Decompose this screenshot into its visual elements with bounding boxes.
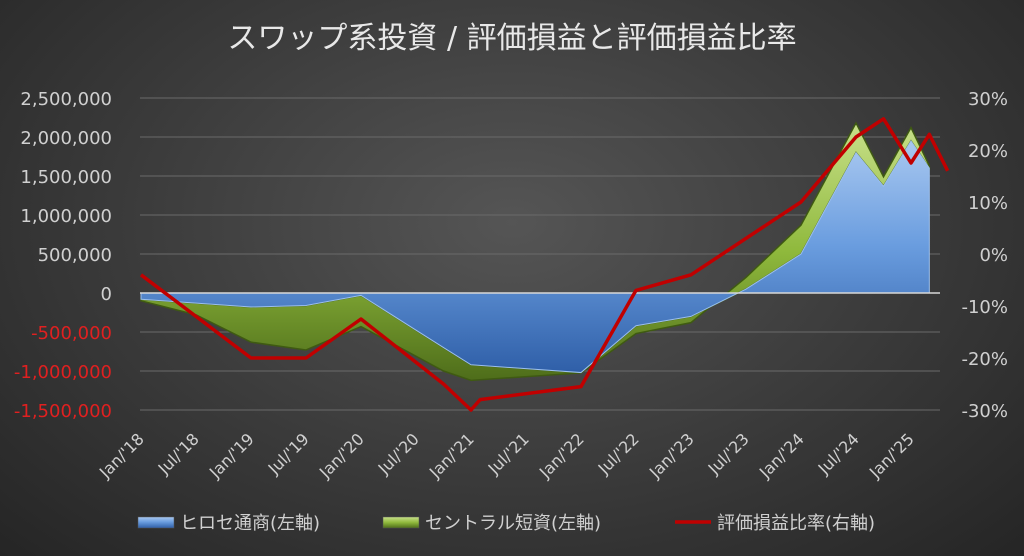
legend: ヒロセ通商(左軸) セントラル短資(左軸) 評価損益比率(右軸) bbox=[137, 513, 875, 534]
x-axis-ticks: Jan/'18 Jul/'18 Jan/'19 Jul/'19 Jan/'20 Jul/'… bbox=[95, 429, 918, 482]
y-right-tick-label: 30% bbox=[968, 89, 1008, 110]
legend-ratio-label: 評価損益比率(右軸) bbox=[717, 513, 875, 534]
line-layer bbox=[139, 117, 950, 412]
x-tick-label: Jan/'22 bbox=[535, 429, 588, 482]
y-right-tick-label: -30% bbox=[961, 401, 1008, 422]
y-right-tick-label: -10% bbox=[961, 297, 1008, 318]
x-tick-label: Jul/'22 bbox=[594, 429, 643, 478]
legend-central-tanshi-swatch bbox=[382, 516, 420, 529]
x-tick-label: Jul/'23 bbox=[704, 429, 753, 478]
legend-ratio: 評価損益比率(右軸) bbox=[675, 513, 875, 534]
y-left-tick-label: -1,500,000 bbox=[14, 401, 112, 422]
legend-hirose: ヒロセ通商(左軸) bbox=[137, 513, 320, 534]
y-right-tick-label: 0% bbox=[979, 245, 1008, 266]
legend-central-tanshi-label: セントラル短資(左軸) bbox=[425, 513, 601, 534]
legend-hirose-swatch bbox=[137, 516, 175, 529]
x-tick-label: Jul/'18 bbox=[154, 429, 203, 478]
series-area-hirose bbox=[140, 139, 930, 374]
right-axis-ticks: 30% 20% 10% 0% -10% -20% -30% bbox=[961, 89, 1008, 422]
y-left-tick-label: -500,000 bbox=[31, 323, 112, 344]
x-tick-label: Jan/'21 bbox=[425, 429, 478, 482]
x-tick-label: Jan/'18 bbox=[95, 429, 148, 482]
y-left-tick-label: 2,500,000 bbox=[20, 89, 112, 110]
y-left-tick-label: 1,000,000 bbox=[20, 206, 112, 227]
x-tick-label: Jan/'20 bbox=[315, 429, 368, 482]
y-left-tick-label: 0 bbox=[101, 284, 112, 305]
x-tick-label: Jan/'25 bbox=[865, 429, 918, 482]
chart-title: スワップ系投資 / 評価損益と評価損益比率 bbox=[227, 21, 796, 56]
x-tick-label: Jul/'19 bbox=[264, 429, 313, 478]
x-tick-label: Jul/'20 bbox=[374, 429, 423, 478]
y-left-tick-label: 2,000,000 bbox=[20, 128, 112, 149]
left-axis-ticks: 2,500,000 2,000,000 1,500,000 1,000,000 500,… bbox=[14, 89, 112, 422]
y-left-tick-label: 500,000 bbox=[38, 245, 112, 266]
y-left-tick-label: -1,000,000 bbox=[14, 362, 112, 383]
y-right-tick-label: 20% bbox=[968, 141, 1008, 162]
x-tick-label: Jan/'24 bbox=[755, 429, 808, 482]
y-left-tick-label: 1,500,000 bbox=[20, 167, 112, 188]
legend-hirose-label: ヒロセ通商(左軸) bbox=[180, 513, 320, 534]
x-tick-label: Jul/'21 bbox=[484, 429, 533, 478]
x-tick-label: Jan/'23 bbox=[645, 429, 698, 482]
y-right-tick-label: -20% bbox=[961, 349, 1008, 370]
legend-central-tanshi: セントラル短資(左軸) bbox=[382, 513, 601, 534]
y-right-tick-label: 10% bbox=[968, 193, 1008, 214]
x-tick-label: Jan/'19 bbox=[205, 429, 258, 482]
series-line-ratio bbox=[139, 117, 950, 412]
x-tick-label: Jul/'24 bbox=[814, 429, 863, 478]
area-layer bbox=[140, 121, 931, 382]
